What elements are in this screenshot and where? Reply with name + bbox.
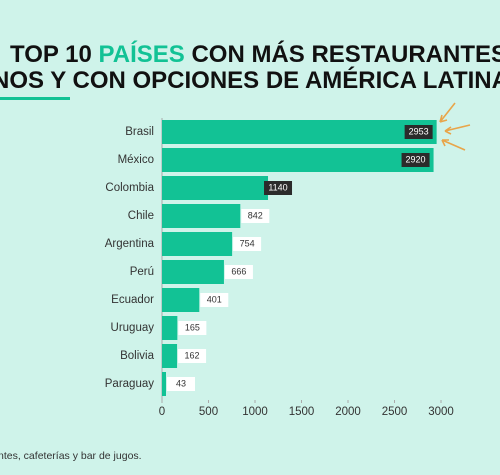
annotation-arrows (439, 102, 471, 151)
value-label: 666 (231, 266, 246, 276)
x-tick-label: 1500 (289, 406, 315, 418)
value-label: 842 (248, 210, 263, 220)
value-label-box (166, 377, 195, 391)
title-start: TOP 10 (10, 41, 92, 68)
value-label-box (233, 237, 262, 251)
title-underline (0, 97, 70, 100)
value-label: 165 (185, 322, 200, 332)
bar (162, 204, 241, 228)
bar (162, 316, 178, 340)
bar (162, 176, 269, 200)
y-tick-label: Brasil (125, 126, 154, 138)
title-end: CON MÁS RESTAURANTES (191, 40, 500, 68)
x-tick-label: 1000 (242, 406, 268, 418)
bar (162, 288, 200, 312)
value-label-box (401, 153, 430, 167)
y-tick-label: Bolivia (120, 350, 154, 362)
title-highlight: PAÍSES (99, 40, 185, 68)
value-label: 754 (240, 238, 255, 248)
value-label: 162 (185, 350, 200, 360)
value-label-box (241, 209, 270, 223)
footnote: ntes, cafeterías y bar de jugos. (0, 450, 142, 462)
x-tick-label: 3000 (428, 406, 454, 418)
bar (162, 344, 178, 368)
x-tick-label: 2500 (382, 406, 408, 418)
y-tick-label: México (118, 154, 154, 166)
value-label-box (178, 321, 207, 335)
value-label: 2953 (409, 126, 429, 136)
x-tick-label: 0 (159, 406, 165, 418)
chart-title: TOP 10 PAÍSES CON MÁS RESTAURANTES (10, 40, 500, 68)
bar (162, 120, 437, 144)
value-label: 1140 (268, 182, 287, 192)
x-tick-label: 500 (199, 406, 218, 418)
y-tick-label: Uruguay (111, 322, 155, 334)
bar (162, 148, 434, 172)
chart-title-line2: NOS Y CON OPCIONES DE AMÉRICA LATINA (0, 66, 500, 94)
value-label-box (224, 265, 253, 279)
value-label-box (404, 125, 433, 139)
y-tick-label: Colombia (105, 182, 154, 194)
value-label-box (178, 349, 207, 363)
value-label: 43 (176, 378, 186, 388)
value-label-box (200, 293, 229, 307)
y-tick-label: Perú (130, 266, 154, 278)
value-label: 401 (207, 294, 222, 304)
y-tick-label: Argentina (105, 238, 155, 250)
value-label: 2920 (406, 154, 426, 164)
bar (162, 260, 224, 284)
y-tick-label: Ecuador (111, 294, 154, 306)
bar (162, 232, 233, 256)
bar (162, 372, 166, 396)
x-tick-label: 2000 (335, 406, 361, 418)
y-tick-label: Chile (128, 210, 154, 222)
y-tick-label: Paraguay (105, 378, 154, 390)
value-label-box (264, 181, 293, 195)
